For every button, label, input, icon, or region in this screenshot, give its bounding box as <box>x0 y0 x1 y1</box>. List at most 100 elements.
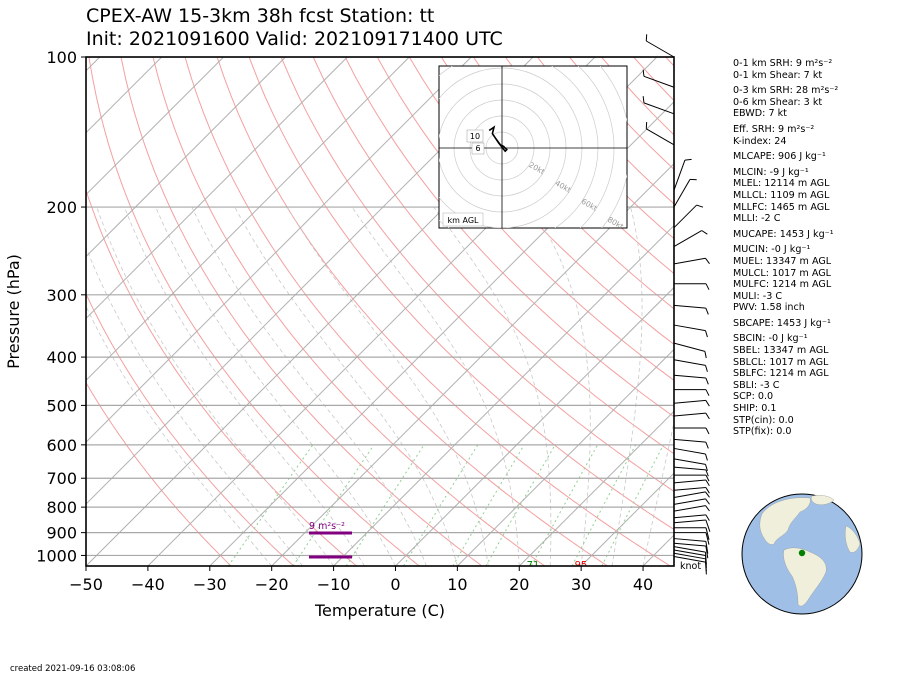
africa-landmass <box>845 525 861 553</box>
wind-barb <box>673 546 707 565</box>
stat-line: MLLFC: 1465 m AGL <box>733 201 830 213</box>
hodograph-height-box <box>471 142 485 155</box>
isotherm-line <box>86 57 286 258</box>
stat-line: SBLI: -3 C <box>733 379 780 391</box>
wind-barb <box>673 399 710 407</box>
moist-adiabat-line <box>531 206 591 566</box>
stat-line: EBWD: 7 kt <box>733 108 787 120</box>
wind-barb <box>673 178 697 208</box>
srh-bar-label: 9 m²s⁻² <box>309 521 345 532</box>
stat-line: SBEL: 13347 m AGL <box>733 345 829 357</box>
wind-barb-flag <box>705 427 710 435</box>
north-america-landmass <box>759 497 811 545</box>
wind-barb-flag <box>705 541 709 554</box>
mixing-ratio-line <box>403 444 479 566</box>
stat-line: MULI: -3 C <box>733 290 783 302</box>
wind-barb-flag <box>684 158 692 161</box>
moist-adiabat-line <box>124 206 365 566</box>
stat-line: MLLCL: 1109 m AGL <box>733 189 830 201</box>
mixing-ratio-line <box>227 444 314 566</box>
wind-barb-staff <box>673 159 686 191</box>
wind-barb-flag <box>705 469 709 477</box>
wind-barb-flag <box>705 412 710 420</box>
x-tick-label: 20 <box>509 575 529 594</box>
globe-locator-map <box>741 493 863 615</box>
stat-line: MLLI: -2 C <box>733 213 781 225</box>
wind-barb-flag <box>705 527 710 540</box>
dry-adiabat-line <box>86 381 232 566</box>
wind-barb <box>673 230 708 247</box>
stat-line: PWV: 1.58 inch <box>733 302 805 314</box>
hodograph-legend: km AGL <box>448 216 480 225</box>
plot-area: 9 m²s⁻² 71 95 <box>86 57 674 566</box>
dry-adiabat-line <box>152 57 546 566</box>
wind-barb <box>673 324 708 338</box>
moist-adiabat-line <box>96 206 334 566</box>
plot-frame <box>85 56 675 567</box>
wind-barb-flag <box>705 514 710 521</box>
wind-barb-staff <box>673 399 706 404</box>
wind-barb-flag <box>642 96 645 103</box>
wind-barb-staff <box>673 374 706 379</box>
wind-barb-flag <box>705 453 708 461</box>
moist-adiabat-line <box>155 206 396 566</box>
hodograph-height-label: 10 <box>470 132 480 141</box>
wind-barb-staff <box>673 538 706 542</box>
wind-barb-flag <box>701 230 708 235</box>
stat-line: MULCL: 1017 m AGL <box>733 267 832 279</box>
wind-barb-staff <box>673 257 706 265</box>
stat-line: STP(cin): 0.0 <box>733 414 794 426</box>
hodograph-trace <box>488 125 508 153</box>
wind-barb <box>673 158 692 191</box>
wind-barb-staff <box>673 204 697 229</box>
y-tick-label: 200 <box>46 198 77 217</box>
wind-barb-staff <box>673 458 706 465</box>
mixing-ratio-line <box>571 444 637 566</box>
wind-barb <box>673 447 708 461</box>
wind-barb-staff <box>673 359 706 366</box>
hodograph-height-box <box>466 129 484 143</box>
x-tick-label: 40 <box>633 575 653 594</box>
stats-panel: 0-1 km SRH: 9 m²s⁻² 0-1 km Shear: 7 kt 0-3… <box>733 58 903 438</box>
stat-line: SBCIN: -0 J kg⁻¹ <box>733 333 808 345</box>
stat-line: 0-1 km SRH: 9 m²s⁻² <box>733 58 833 69</box>
isotherm-line <box>86 57 224 196</box>
wind-barb-staff <box>673 342 706 352</box>
wind-barb-staff <box>673 556 706 563</box>
stat-line: STP(fix): 0.0 <box>733 426 792 438</box>
wind-barb <box>673 359 708 372</box>
stat-line: 0-1 km Shear: 7 kt <box>733 69 823 81</box>
stat-line: SBCAPE: 1453 J kg⁻¹ <box>733 317 831 329</box>
wind-barb <box>673 479 710 487</box>
wind-barb-flag <box>705 474 710 482</box>
x-tick-label: 10 <box>447 575 467 594</box>
wind-barb-flag <box>705 491 710 498</box>
moist-adiabat-line <box>86 246 303 566</box>
wind-barb <box>673 498 710 505</box>
isotherm-line <box>271 162 674 566</box>
wind-barb-flag <box>705 487 710 494</box>
stat-line: 0-6 km Shear: 3 kt <box>733 96 823 108</box>
stat-line: SHIP: 0.1 <box>733 403 777 415</box>
moist-adiabat-line <box>351 206 520 566</box>
wind-barb-staff <box>673 498 706 505</box>
x-axis-label: Temperature (C) <box>314 601 445 620</box>
y-tick-label: 100 <box>46 48 77 67</box>
stat-line: MLCIN: -9 J kg⁻¹ <box>733 166 809 178</box>
wind-barb <box>674 283 710 290</box>
wind-barb-flag <box>705 552 707 565</box>
wind-barb-flag <box>704 351 707 359</box>
y-tick-label: 800 <box>46 498 77 517</box>
wind-barb-staff <box>673 549 706 557</box>
stat-line: 0-3 km SRH: 28 m²s⁻² <box>733 85 839 97</box>
wind-barb-staff <box>673 179 691 208</box>
y-axis-label: Pressure (hPa) <box>4 254 23 369</box>
wind-barb-staff <box>673 546 706 553</box>
stat-line: MUEL: 13347 m AGL <box>733 255 832 267</box>
wind-barb-staff <box>673 542 706 547</box>
isotherm-line <box>333 224 674 566</box>
wind-barb-flag <box>705 377 709 385</box>
stat-line: MULFC: 1214 m AGL <box>733 279 832 291</box>
mixing-ratio-line <box>452 444 525 566</box>
